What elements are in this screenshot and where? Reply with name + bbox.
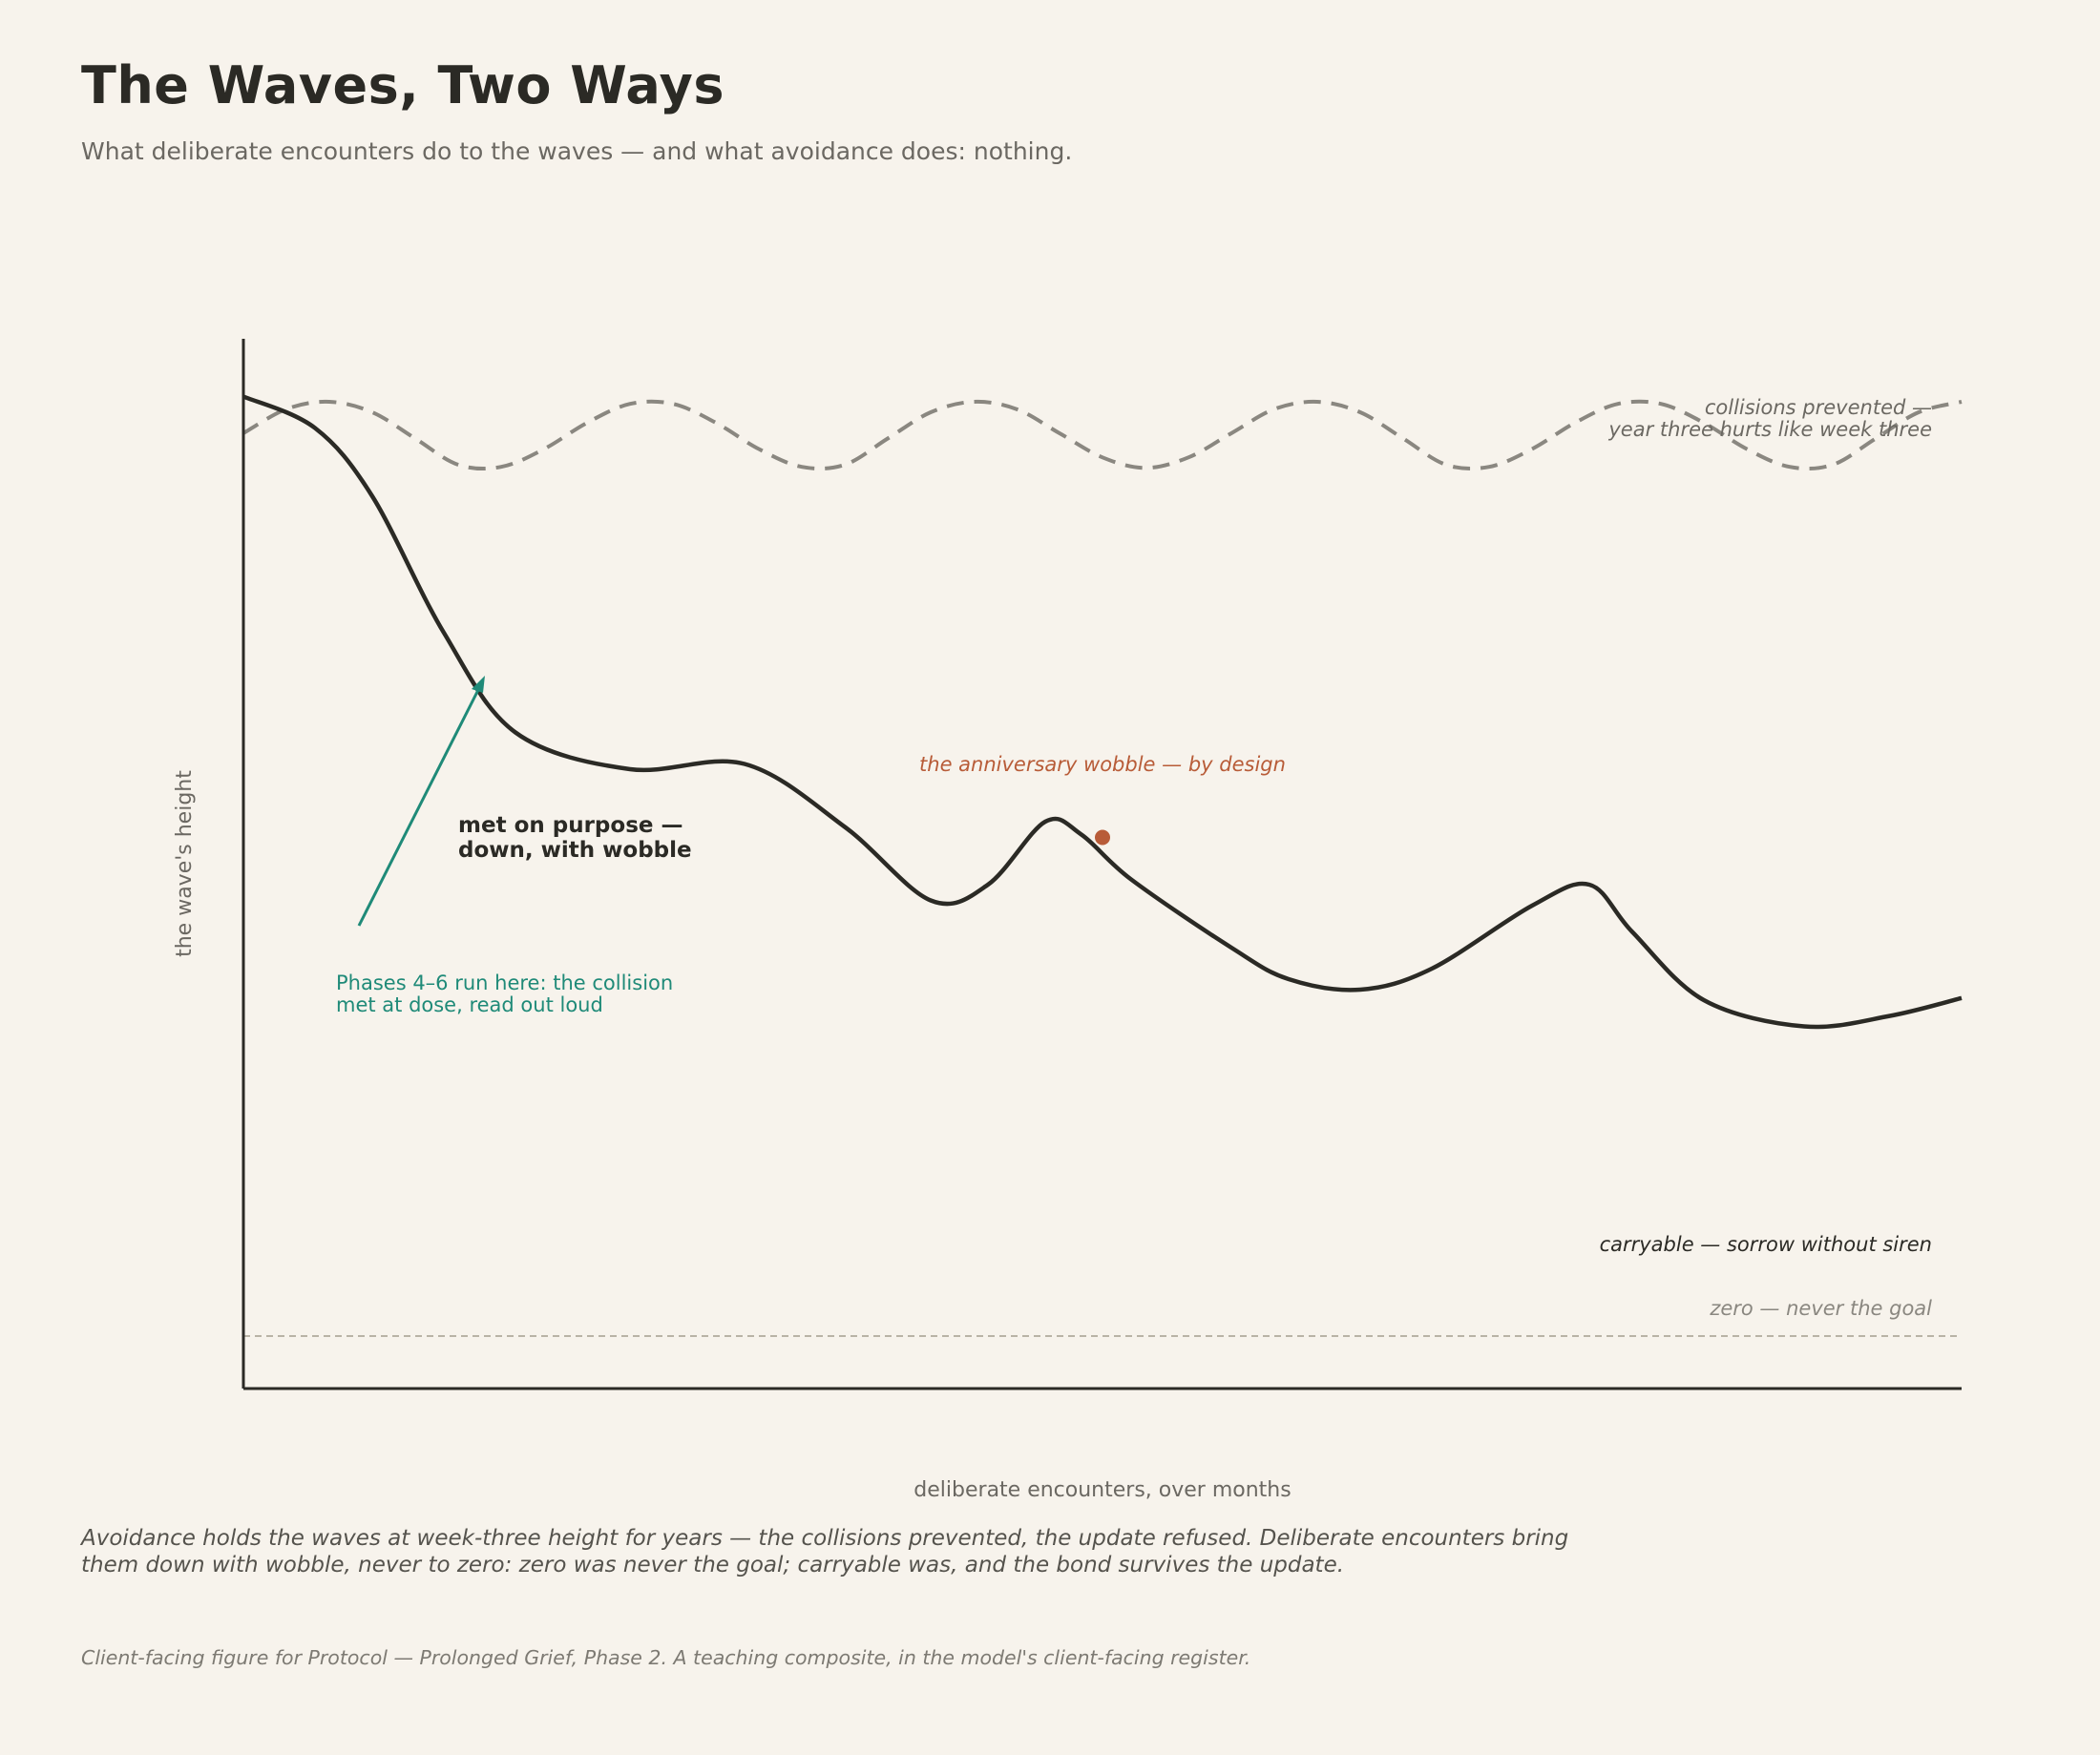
wobble-annotation: the anniversary wobble — by design: [919, 753, 1286, 776]
chart-footnote: Client-facing figure for Protocol — Prol…: [81, 1646, 1251, 1669]
avoidance-annotation-line1: collisions prevented —: [1705, 396, 1932, 419]
anniversary-wobble-marker: [1095, 829, 1110, 846]
phases-annotation-line2: met at dose, read out loud: [336, 993, 603, 1016]
phases-annotation-line1: Phases 4–6 run here: the collision: [336, 972, 673, 994]
deliberate-series-line: [242, 394, 1963, 1030]
phases-arrow-shaft: [357, 683, 483, 927]
y-axis-label: the wave's height: [173, 770, 197, 957]
chart-title: The Waves, Two Ways: [81, 55, 725, 115]
avoidance-annotation-line2: year three hurts like week three: [1607, 418, 1932, 441]
deliberate-annotation-line1: met on purpose —: [458, 813, 683, 838]
carryable-annotation: carryable — sorrow without siren: [1600, 1233, 1932, 1256]
chart-caption: Avoidance holds the waves at week-three …: [81, 1526, 1569, 1577]
deliberate-annotation-line2: down, with wobble: [458, 838, 692, 863]
series-layer: [242, 394, 1963, 1337]
x-axis-label: deliberate encounters, over months: [914, 1478, 1291, 1502]
phases-arrow-head: [472, 676, 485, 693]
chart-subtitle: What deliberate encounters do to the wav…: [81, 137, 1073, 165]
zero-annotation: zero — never the goal: [1709, 1297, 1932, 1320]
avoidance-series-line: [242, 399, 1963, 471]
